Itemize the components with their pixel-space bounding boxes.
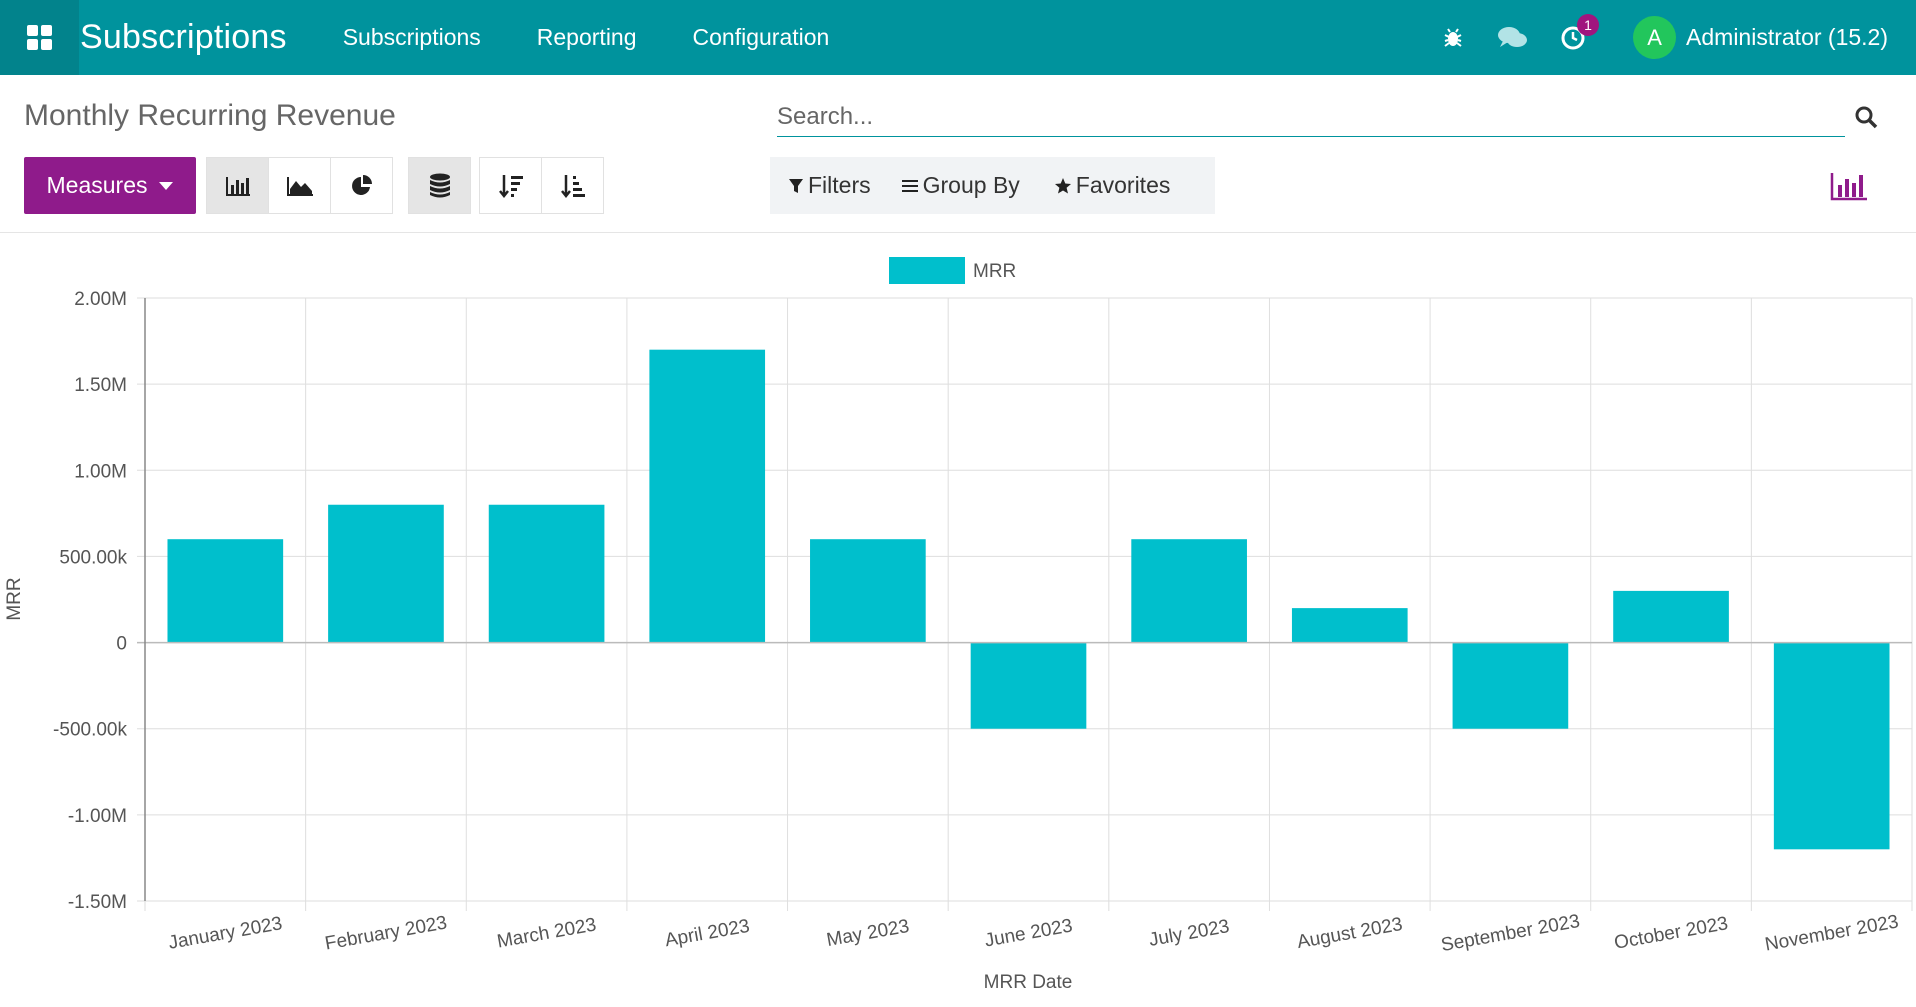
legend-swatch bbox=[889, 257, 965, 284]
x-tick-label: February 2023 bbox=[323, 912, 448, 954]
apps-grid-icon bbox=[27, 25, 52, 50]
y-tick-label: -500.00k bbox=[53, 720, 127, 741]
bar-november-2023[interactable] bbox=[1773, 642, 1890, 850]
x-tick-label: June 2023 bbox=[983, 915, 1074, 951]
y-tick-label: 2.00M bbox=[74, 289, 127, 310]
bar-february-2023[interactable] bbox=[328, 504, 444, 643]
x-tick-label: April 2023 bbox=[663, 916, 751, 952]
filters-label: Filters bbox=[808, 172, 871, 198]
activity-count-badge: 1 bbox=[1577, 14, 1600, 36]
sort-descending-button[interactable] bbox=[479, 157, 542, 214]
user-name: Administrator (15.2) bbox=[1686, 24, 1888, 50]
debug-button[interactable] bbox=[1423, 0, 1483, 75]
chart-type-group bbox=[206, 157, 393, 214]
sort-ascending-button[interactable] bbox=[541, 157, 604, 214]
search-options-bar: Filters Group By Favorites bbox=[770, 157, 1215, 214]
user-menu[interactable]: A Administrator (15.2) bbox=[1633, 16, 1888, 59]
y-tick-label: 1.00M bbox=[74, 461, 127, 482]
y-tick-label: 0 bbox=[116, 634, 127, 655]
stack-group bbox=[408, 157, 471, 214]
search-button[interactable] bbox=[1854, 105, 1878, 134]
x-tick-label: October 2023 bbox=[1613, 913, 1730, 954]
search-input[interactable]: Search... bbox=[777, 97, 1845, 137]
star-icon bbox=[1054, 177, 1071, 193]
bar-march-2023[interactable] bbox=[488, 504, 605, 643]
top-navbar: Subscriptions Subscriptions Reporting Co… bbox=[0, 0, 1916, 75]
line-chart-button[interactable] bbox=[268, 157, 331, 214]
sort-descending-icon bbox=[498, 174, 523, 198]
group-by-toggle[interactable]: Group By bbox=[901, 172, 1020, 199]
pie-chart-icon bbox=[351, 174, 372, 195]
bar-january-2023[interactable] bbox=[167, 539, 284, 643]
bar-june-2023[interactable] bbox=[970, 642, 1087, 729]
control-panel: Monthly Recurring Revenue Measures bbox=[0, 75, 1916, 233]
search-icon bbox=[1855, 106, 1878, 129]
area-chart-icon bbox=[286, 176, 313, 196]
y-axis-title: MRR bbox=[4, 577, 25, 620]
page-title: Monthly Recurring Revenue bbox=[24, 99, 396, 132]
measures-label: Measures bbox=[46, 172, 148, 198]
sort-group bbox=[479, 157, 604, 214]
bar-chart-icon bbox=[225, 176, 250, 196]
apps-menu-button[interactable] bbox=[0, 0, 79, 75]
bar-may-2023[interactable] bbox=[810, 539, 926, 643]
sort-ascending-icon bbox=[560, 174, 585, 198]
x-tick-label: September 2023 bbox=[1439, 911, 1581, 956]
stacked-button[interactable] bbox=[408, 157, 471, 214]
filters-toggle[interactable]: Filters bbox=[788, 172, 871, 199]
caret-down-icon bbox=[159, 181, 174, 190]
bug-icon bbox=[1444, 27, 1462, 47]
database-icon bbox=[429, 173, 450, 197]
x-tick-label: March 2023 bbox=[495, 914, 597, 952]
clock-icon bbox=[1561, 26, 1585, 49]
x-tick-label: August 2023 bbox=[1295, 914, 1404, 953]
mrr-chart: 2.00M 1.50M 1.00M 500.00k 0 -500.00k -1.00M -1.… bbox=[0, 242, 1916, 1002]
bar-july-2023[interactable] bbox=[1131, 539, 1247, 643]
menu-reporting[interactable]: Reporting bbox=[536, 24, 637, 50]
filter-icon bbox=[789, 178, 803, 193]
menu-configuration[interactable]: Configuration bbox=[692, 24, 830, 50]
activities-button[interactable]: 1 bbox=[1543, 0, 1603, 75]
x-tick-label: January 2023 bbox=[167, 913, 284, 954]
app-title[interactable]: Subscriptions bbox=[80, 18, 287, 56]
favorites-label: Favorites bbox=[1075, 172, 1171, 198]
x-tick-label: July 2023 bbox=[1147, 916, 1231, 951]
avatar: A bbox=[1633, 16, 1677, 59]
bar-august-2023[interactable] bbox=[1291, 608, 1408, 643]
y-tick-label: 1.50M bbox=[74, 375, 127, 396]
y-tick-label: -1.00M bbox=[68, 806, 127, 827]
messaging-button[interactable] bbox=[1483, 0, 1543, 75]
bar-october-2023[interactable] bbox=[1613, 590, 1729, 643]
group-by-label: Group By bbox=[922, 172, 1020, 198]
bar-chart: 2.00M 1.50M 1.00M 500.00k 0 -500.00k -1.00M -1.… bbox=[4, 257, 1913, 993]
bar-chart-button[interactable] bbox=[206, 157, 269, 214]
menu-subscriptions[interactable]: Subscriptions bbox=[342, 24, 481, 50]
x-tick-label: November 2023 bbox=[1763, 911, 1900, 955]
list-icon bbox=[901, 179, 918, 192]
measures-button[interactable]: Measures bbox=[24, 157, 196, 214]
x-tick-label: May 2023 bbox=[825, 916, 911, 951]
pie-chart-button[interactable] bbox=[330, 157, 393, 214]
graph-view-button[interactable] bbox=[1830, 171, 1868, 206]
legend-label[interactable]: MRR bbox=[973, 261, 1016, 282]
y-tick-label: -1.50M bbox=[68, 892, 127, 913]
chat-icon bbox=[1498, 26, 1528, 47]
favorites-toggle[interactable]: Favorites bbox=[1054, 172, 1171, 199]
bar-april-2023[interactable] bbox=[649, 349, 766, 643]
graph-view-icon bbox=[1830, 173, 1867, 201]
x-axis-title: MRR Date bbox=[984, 972, 1073, 993]
y-tick-label: 500.00k bbox=[59, 547, 127, 568]
bar-september-2023[interactable] bbox=[1452, 642, 1569, 729]
